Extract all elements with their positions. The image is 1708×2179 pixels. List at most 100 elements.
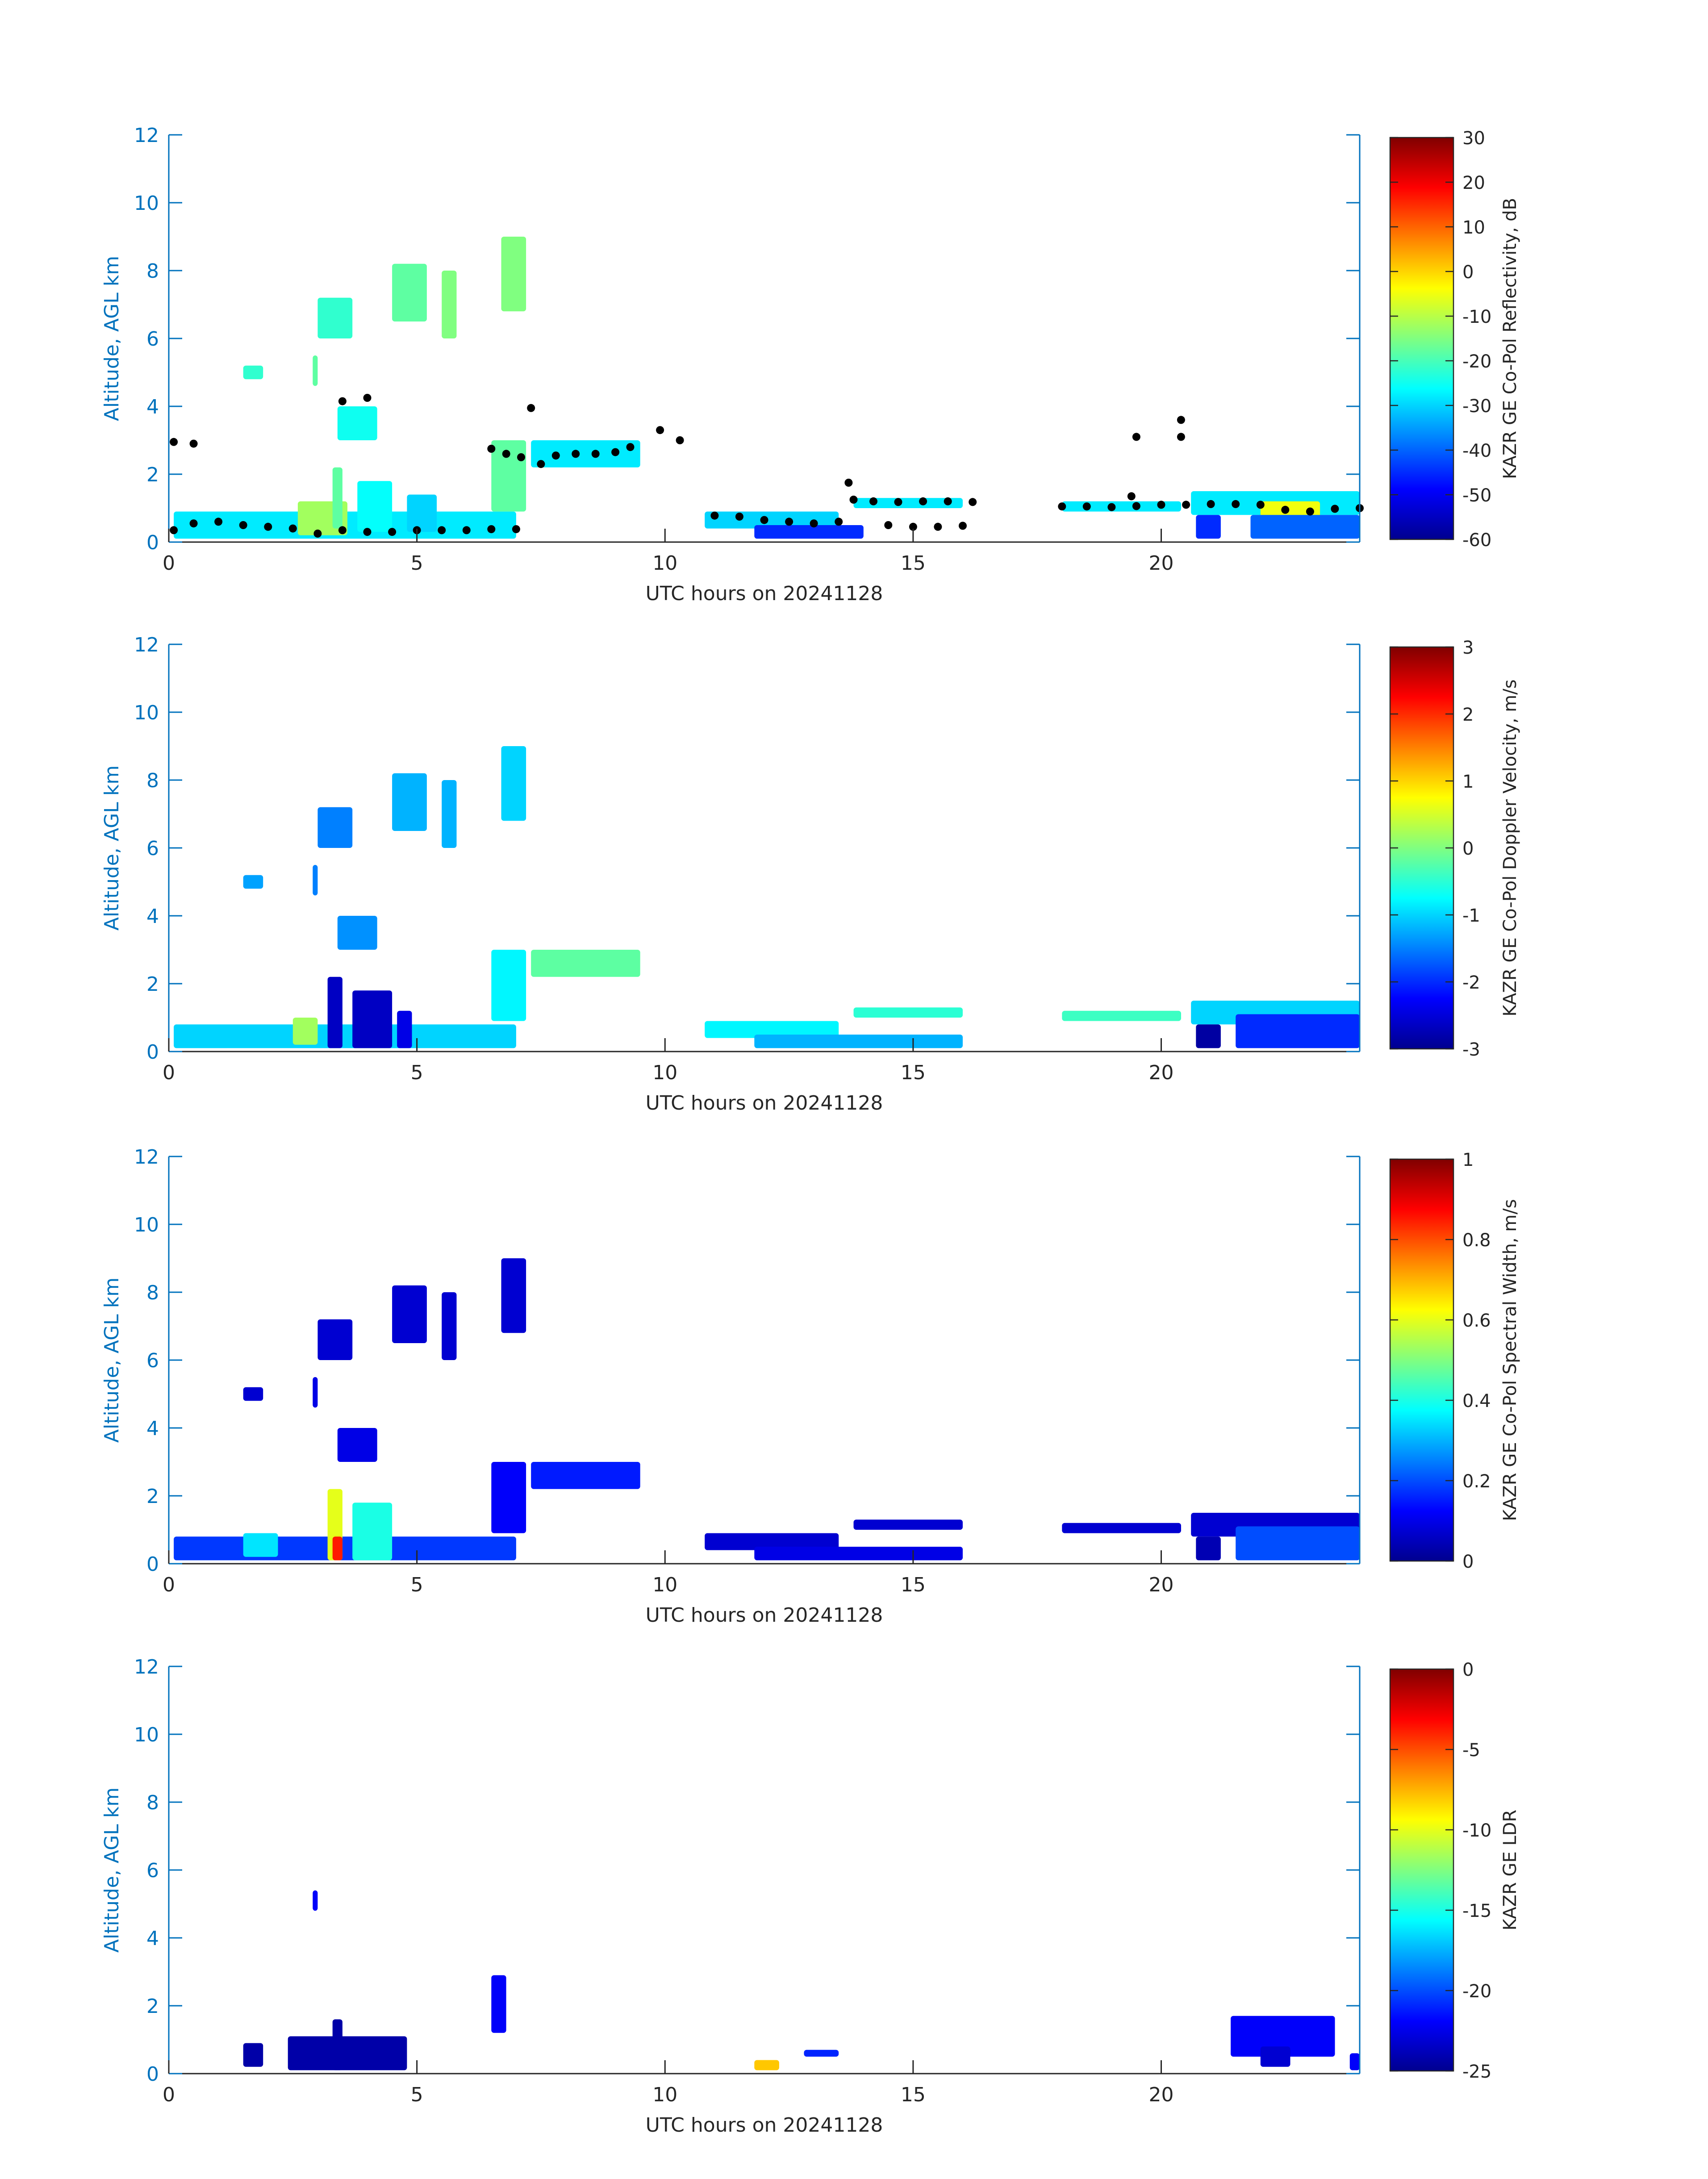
data-region xyxy=(531,950,640,977)
y-axis-label: Altitude, AGL km xyxy=(100,765,123,931)
overlay-point xyxy=(170,526,178,534)
overlay-point xyxy=(189,439,198,448)
overlay-point xyxy=(1331,505,1339,513)
colorbar-tick-label: -1 xyxy=(1462,906,1480,926)
y-tick-label: 2 xyxy=(146,463,159,486)
y-axis-label: Altitude, AGL km xyxy=(100,1277,123,1443)
panel-4: 0 2 4 6 8 10 12 0 5 10 15 20 UTC hours on 20241128 Al… xyxy=(100,1656,1520,2137)
overlay-point xyxy=(760,516,768,524)
colorbar-tick-label: 1 xyxy=(1462,1150,1474,1170)
overlay-point xyxy=(170,438,178,446)
colorbar-tick-label: -15 xyxy=(1462,1901,1491,1921)
overlay-point xyxy=(487,525,496,534)
colorbar-tick-label: 10 xyxy=(1462,217,1485,238)
colorbar-tick-label: -5 xyxy=(1462,1740,1480,1761)
overlay-point xyxy=(338,526,347,534)
data-region xyxy=(501,1258,526,1333)
panel-1-overlay xyxy=(170,394,1364,538)
overlay-point xyxy=(438,526,446,534)
colorbar-label: KAZR GE Co-Pol Spectral Width, m/s xyxy=(1500,1199,1520,1521)
y-tick-label: 10 xyxy=(134,1724,159,1746)
overlay-point xyxy=(944,497,952,505)
colorbar xyxy=(1389,1158,1454,1562)
overlay-point xyxy=(551,451,560,460)
x-tick-label: 10 xyxy=(652,1061,677,1084)
y-tick-label: 8 xyxy=(146,1791,159,1814)
colorbar-label: KAZR GE LDR xyxy=(1500,1810,1520,1931)
colorbar xyxy=(1389,1668,1454,2072)
data-region xyxy=(327,977,342,1048)
x-axis-label: UTC hours on 20241128 xyxy=(646,582,883,605)
data-region xyxy=(1196,1024,1221,1048)
overlay-point xyxy=(785,518,793,526)
x-tick-label: 10 xyxy=(652,2083,677,2106)
x-tick-label: 20 xyxy=(1149,1061,1174,1084)
overlay-point xyxy=(214,518,223,526)
data-region xyxy=(332,467,342,529)
data-region xyxy=(1062,1010,1181,1021)
y-tick-label: 12 xyxy=(134,634,159,656)
x-tick-label: 15 xyxy=(901,1574,926,1596)
y-tick-label: 2 xyxy=(146,973,159,996)
data-region xyxy=(804,2050,839,2057)
colorbar xyxy=(1389,137,1454,540)
data-region xyxy=(754,2060,779,2070)
overlay-point xyxy=(572,450,580,458)
overlay-point xyxy=(1082,502,1091,511)
overlay-point xyxy=(1058,502,1066,511)
overlay-point xyxy=(264,522,272,531)
colorbar-tick-label: -50 xyxy=(1462,485,1491,506)
overlay-point xyxy=(710,511,719,520)
y-tick-label: 4 xyxy=(146,1417,159,1440)
overlay-point xyxy=(363,394,372,402)
data-region xyxy=(1196,515,1221,539)
data-region xyxy=(292,1018,318,1045)
data-region xyxy=(243,365,263,380)
data-region xyxy=(407,494,437,532)
colorbar-tick-label: -60 xyxy=(1462,530,1491,551)
y-tick-label: 4 xyxy=(146,396,159,418)
x-tick-label: 10 xyxy=(652,552,677,575)
x-tick-label: 5 xyxy=(411,1574,423,1596)
overlay-point xyxy=(527,404,535,412)
colorbar xyxy=(1389,646,1454,1050)
colorbar-tick-label: 0 xyxy=(1462,1552,1474,1572)
y-tick-label: 0 xyxy=(146,2063,159,2086)
data-region xyxy=(332,1536,342,1561)
colorbar-tick-label: 0 xyxy=(1462,839,1474,859)
colorbar-tick-label: 0.8 xyxy=(1462,1230,1491,1251)
x-axis-label: UTC hours on 20241128 xyxy=(646,1604,883,1627)
data-region xyxy=(853,498,963,508)
overlay-point xyxy=(537,460,545,468)
colorbar-tick-label: -40 xyxy=(1462,441,1491,461)
panel-3-data xyxy=(174,1258,1360,1561)
data-region xyxy=(1236,1526,1360,1561)
overlay-point xyxy=(1182,501,1190,509)
overlay-point xyxy=(313,530,322,538)
data-region xyxy=(332,2019,342,2070)
y-tick-label: 8 xyxy=(146,1282,159,1304)
y-tick-label: 0 xyxy=(146,1041,159,1064)
overlay-point xyxy=(835,518,843,526)
data-region xyxy=(501,746,526,821)
colorbar-tick-label: 0.6 xyxy=(1462,1311,1491,1331)
overlay-point xyxy=(338,397,347,405)
y-tick-label: 0 xyxy=(146,1553,159,1576)
overlay-point xyxy=(512,525,520,534)
data-region xyxy=(531,1462,640,1489)
y-tick-label: 2 xyxy=(146,1485,159,1508)
overlay-point xyxy=(735,513,743,521)
y-axis-label: Altitude, AGL km xyxy=(100,256,123,421)
data-region xyxy=(442,271,457,338)
data-region xyxy=(288,2036,407,2070)
y-tick-label: 12 xyxy=(134,124,159,147)
y-tick-label: 8 xyxy=(146,260,159,283)
data-region xyxy=(754,1547,963,1561)
overlay-point xyxy=(909,522,917,531)
data-region xyxy=(317,297,353,338)
colorbar-tick-label: -20 xyxy=(1462,1981,1491,2002)
